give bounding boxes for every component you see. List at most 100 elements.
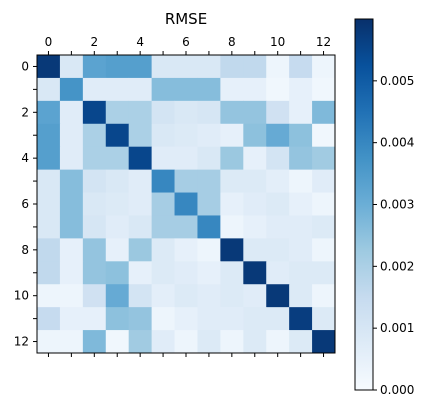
heatmap-cell [266, 55, 290, 79]
heatmap-cell [220, 238, 244, 262]
heatmap-cell [289, 215, 313, 239]
heatmap-cell [312, 261, 336, 285]
heatmap-cell [82, 169, 107, 193]
heatmap-cell [128, 123, 153, 148]
heatmap-cell [37, 330, 61, 354]
heatmap-cell [59, 261, 84, 285]
heatmap-cell [220, 169, 244, 193]
colorbar-tick-label: 0.001 [380, 321, 414, 335]
heatmap-cell [82, 215, 107, 239]
heatmap-cell [59, 55, 84, 79]
heatmap-cell [312, 284, 336, 308]
heatmap-cell [312, 77, 336, 102]
heatmap-cell [59, 123, 84, 148]
heatmap-cell [82, 238, 107, 262]
heatmap-cell [174, 169, 198, 193]
heatmap-cell [220, 330, 244, 354]
heatmap-cell [174, 146, 198, 171]
heatmap-cell [128, 146, 153, 171]
y-tick-label: 0 [21, 59, 29, 73]
heatmap-cell [128, 192, 153, 216]
heatmap-cell [105, 169, 130, 193]
heatmap-cell [174, 192, 198, 216]
heatmap-cells [37, 55, 336, 354]
heatmap-cell [151, 123, 175, 148]
heatmap-cell [243, 261, 267, 285]
colorbar-tick-label: 0.000 [380, 383, 414, 397]
heatmap-cell [220, 77, 244, 102]
colorbar-ticks: 0.000 0.001 0.002 0.003 0.004 0.005 [373, 74, 414, 397]
heatmap-cell [37, 192, 61, 216]
heatmap-cell [243, 238, 267, 262]
heatmap-cell [105, 192, 130, 216]
heatmap-cell [82, 330, 107, 354]
heatmap-cell [289, 146, 313, 171]
heatmap-cell [243, 330, 267, 354]
heatmap-cell [243, 77, 267, 102]
heatmap-cell [312, 123, 336, 148]
heatmap-cell [197, 261, 221, 285]
heatmap-cell [128, 261, 153, 285]
heatmap-cell [312, 192, 336, 216]
heatmap-cell [105, 238, 130, 262]
heatmap-cell [105, 307, 130, 331]
heatmap-cell [197, 77, 221, 102]
heatmap-cell [266, 169, 290, 193]
heatmap-cell [151, 238, 175, 262]
heatmap-cell [174, 123, 198, 148]
heatmap-cell [105, 215, 130, 239]
heatmap-cell [82, 123, 107, 148]
heatmap-cell [151, 169, 175, 193]
heatmap-cell [289, 192, 313, 216]
heatmap-cell [266, 77, 290, 102]
heatmap-cell [105, 330, 130, 354]
heatmap-cell [128, 100, 153, 125]
heatmap-cell [82, 100, 107, 125]
heatmap-cell [82, 55, 107, 79]
heatmap-cell [266, 261, 290, 285]
heatmap-cell [151, 100, 175, 125]
heatmap-cell [82, 307, 107, 331]
heatmap-cell [312, 307, 336, 331]
heatmap-cell [289, 123, 313, 148]
heatmap-cell [59, 100, 84, 125]
heatmap-cell [174, 330, 198, 354]
heatmap-cell [174, 261, 198, 285]
heatmap-cell [59, 215, 84, 239]
heatmap-cell [174, 77, 198, 102]
heatmap-cell [59, 77, 84, 102]
heatmap-cell [220, 55, 244, 79]
heatmap-cell [82, 261, 107, 285]
x-tick-label: 2 [90, 35, 98, 49]
heatmap-cell [174, 307, 198, 331]
heatmap-cell [128, 307, 153, 331]
heatmap-cell [59, 146, 84, 171]
heatmap-cell [151, 55, 175, 79]
heatmap-cell [37, 55, 61, 79]
heatmap-cell [312, 55, 336, 79]
y-tick-label: 2 [21, 105, 29, 119]
heatmap-cell [243, 146, 267, 171]
heatmap-cell [37, 123, 61, 148]
heatmap-cell [266, 123, 290, 148]
heatmap-cell [289, 169, 313, 193]
y-tick-label: 6 [21, 197, 29, 211]
heatmap-cell [37, 238, 61, 262]
y-tick-label: 10 [14, 289, 29, 303]
heatmap-cell [151, 330, 175, 354]
heatmap-cell [220, 215, 244, 239]
heatmap-cell [82, 77, 107, 102]
heatmap-cell [105, 55, 130, 79]
heatmap-cell [220, 192, 244, 216]
heatmap-cell [312, 215, 336, 239]
x-tick-label: 10 [270, 35, 285, 49]
heatmap-cell [128, 330, 153, 354]
heatmap-cell [37, 284, 61, 308]
heatmap-cell [197, 123, 221, 148]
heatmap-cell [151, 284, 175, 308]
x-tick-label: 4 [136, 35, 144, 49]
heatmap-cell [243, 192, 267, 216]
heatmap-cell [82, 192, 107, 216]
heatmap-cell [37, 307, 61, 331]
